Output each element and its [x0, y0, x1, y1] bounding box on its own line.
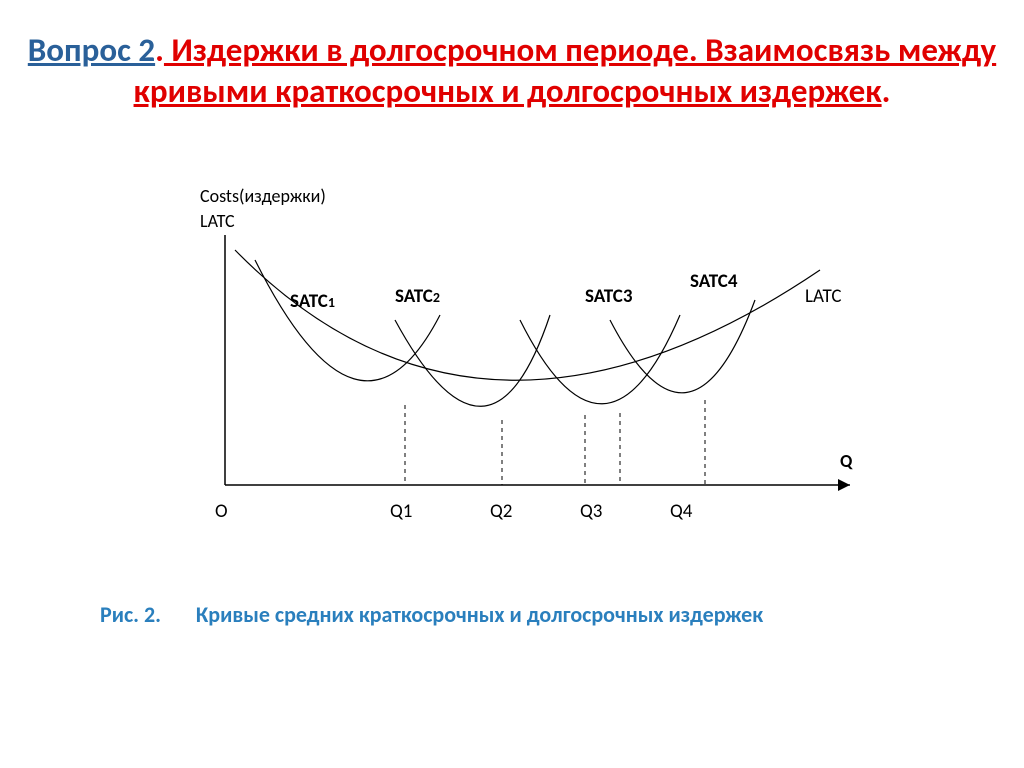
figure-caption: Рис. 2. Кривые средних краткосрочных и д…	[100, 600, 920, 630]
satc2-label: SATC2	[395, 285, 440, 308]
satc2-curve	[395, 315, 550, 406]
origin-label: O	[215, 500, 228, 523]
satc3-curve	[520, 315, 680, 404]
satc1-curve	[255, 260, 440, 381]
q2-tick-label: Q2	[490, 500, 512, 523]
q1-tick-label: Q1	[390, 500, 412, 523]
satc1-label: SATC1	[290, 290, 335, 313]
title-question-label: Вопрос 2	[28, 30, 155, 70]
x-axis-label: Q	[840, 450, 852, 472]
slide-title: Вопрос 2. Издержки в долгосрочном период…	[0, 30, 1024, 113]
latc-right-label: LATC	[805, 285, 842, 308]
title-rest: Издержки в долгосрочном периоде. Взаимос…	[134, 30, 997, 111]
caption-fig-label: Рис. 2.	[100, 601, 161, 628]
satc3-label: SATC3	[585, 285, 632, 308]
chart-svg	[200, 190, 900, 570]
q4-tick-label: Q4	[670, 500, 692, 523]
slide: Вопрос 2. Издержки в долгосрочном период…	[0, 0, 1024, 768]
y-axis-label-costs: Costs(издержки)	[200, 185, 326, 207]
satc4-label: SATC4	[690, 270, 737, 293]
title-dot: .	[155, 30, 164, 70]
cost-curves-chart: Costs(издержки) LATC SATC1 SATC2 SATC3 S…	[200, 190, 900, 570]
x-axis-arrow	[838, 479, 850, 491]
title-trailing-dot: .	[882, 71, 891, 111]
caption-text: Кривые средних краткосрочных и долгосроч…	[196, 601, 763, 628]
y-axis-label-latc: LATC	[200, 210, 235, 232]
q3-tick-label: Q3	[580, 500, 602, 523]
satc4-curve	[610, 300, 755, 393]
